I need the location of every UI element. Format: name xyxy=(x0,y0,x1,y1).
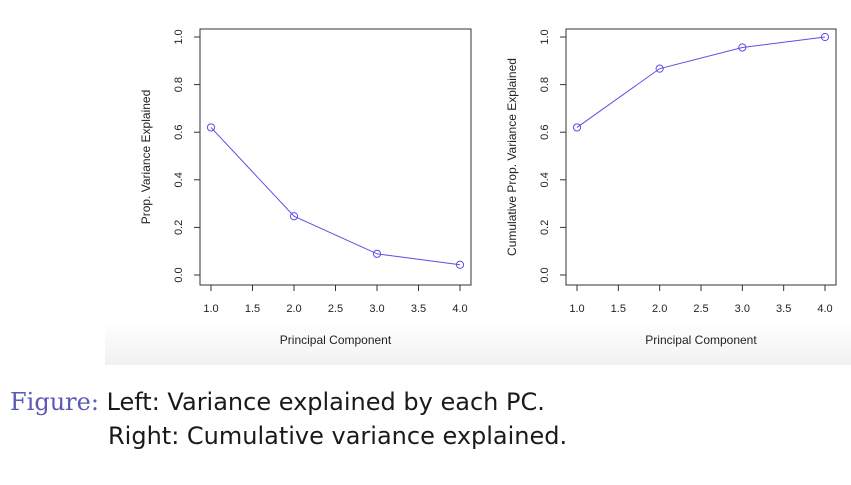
right-data-point xyxy=(738,43,747,52)
left-data-point xyxy=(455,260,465,269)
right-y-tick-label: 0.0 xyxy=(539,267,551,282)
right-y-axis-label: Cumulative Prop. Variance Explained xyxy=(505,58,519,256)
right-x-tick-label: 2.0 xyxy=(652,303,667,315)
right-data-point xyxy=(655,64,664,73)
left-plot-frame xyxy=(199,28,472,286)
right-y-tick-label: 1.0 xyxy=(539,29,551,44)
left-x-tick-label: 1.5 xyxy=(245,303,260,315)
caption-text-right: Right: Cumulative variance explained. xyxy=(108,422,568,450)
left-x-tick-label: 3.5 xyxy=(411,303,426,315)
left-x-tick-label: 4.0 xyxy=(452,303,467,315)
left-y-axis-label: Prop. Variance Explained xyxy=(139,90,153,225)
caption-text-left: Left: Variance explained by each PC. xyxy=(106,388,545,416)
left-x-tick-label: 1.0 xyxy=(203,303,218,315)
right-y-tick-label: 0.4 xyxy=(539,172,551,187)
right-x-axis-label: Principal Component xyxy=(645,333,757,347)
left-data-point xyxy=(372,249,382,258)
left-data-point xyxy=(206,123,216,132)
right-x-tick-label: 4.0 xyxy=(817,303,832,315)
right-chart: 1.0 1.5 2.0 2.5 3.0 3.5 4.0 0.0 0.2 0.4 0.6 0.8 1.0 P… xyxy=(505,28,837,347)
left-series-line xyxy=(210,127,461,266)
left-y-tick-label: 0.6 xyxy=(173,125,185,140)
right-x-tick-label: 1.5 xyxy=(611,303,626,315)
left-y-tick-label: 1.0 xyxy=(173,29,185,44)
right-data-point xyxy=(820,32,830,42)
caption-line-2: Right: Cumulative variance explained. xyxy=(10,419,567,453)
right-y-tick-label: 0.6 xyxy=(539,125,551,140)
left-y-tick-label: 0.4 xyxy=(173,172,185,187)
right-data-point xyxy=(572,123,582,132)
figure-caption: Figure: Left: Variance explained by each… xyxy=(10,385,567,453)
left-x-tick-label: 3.0 xyxy=(369,303,384,315)
left-data-point xyxy=(289,212,299,221)
caption-line-1: Figure: Left: Variance explained by each… xyxy=(10,385,567,419)
right-x-tick-label: 3.0 xyxy=(735,303,750,315)
left-y-tick-label: 0.2 xyxy=(173,220,185,235)
right-series-line xyxy=(576,36,826,128)
left-y-tick-label: 0.8 xyxy=(173,77,185,92)
right-x-tick-label: 2.5 xyxy=(693,303,708,315)
right-plot-frame xyxy=(565,28,837,286)
right-y-tick-label: 0.2 xyxy=(539,220,551,235)
left-y-tick-label: 0.0 xyxy=(173,267,185,282)
right-x-tick-label: 3.5 xyxy=(776,303,791,315)
right-y-tick-label: 0.8 xyxy=(539,77,551,92)
caption-label: Figure: xyxy=(10,388,99,416)
left-x-axis-label: Principal Component xyxy=(280,333,392,347)
left-x-tick-label: 2.5 xyxy=(328,303,343,315)
charts-figure: 1.0 1.5 2.0 2.5 3.0 3.5 4.0 0.0 0.2 0.4 0.6 0.8 1.0 P… xyxy=(139,28,837,347)
left-x-tick-label: 2.0 xyxy=(286,303,301,315)
plot-panel xyxy=(105,0,851,365)
left-chart: 1.0 1.5 2.0 2.5 3.0 3.5 4.0 0.0 0.2 0.4 0.6 0.8 1.0 P… xyxy=(139,28,472,347)
right-x-tick-label: 1.0 xyxy=(569,303,584,315)
